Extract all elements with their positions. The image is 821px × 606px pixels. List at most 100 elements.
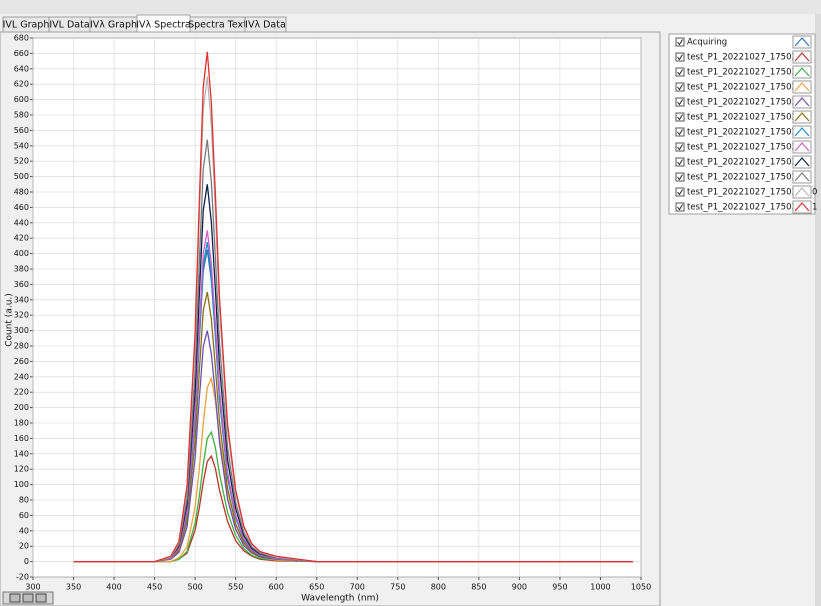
legend-checkbox[interactable] xyxy=(675,142,685,152)
tab[interactable]: IVλ Spectra xyxy=(136,14,191,33)
legend-swatch xyxy=(794,112,810,122)
x-tick-label: 450 xyxy=(147,583,162,592)
y-tick-label: -20 xyxy=(16,573,29,582)
tab[interactable]: Spectra Text xyxy=(188,16,247,33)
tab[interactable]: IVL Graph xyxy=(2,16,50,33)
legend-label: test_P1_20221027_175029_9 xyxy=(687,173,812,183)
x-tick-label: 550 xyxy=(228,583,243,592)
y-tick-label: 140 xyxy=(14,449,29,458)
legend-swatch xyxy=(794,202,810,212)
legend-item[interactable]: Acquiring xyxy=(675,35,812,49)
x-tick-label: 850 xyxy=(471,583,486,592)
legend-swatch-box xyxy=(792,80,812,94)
legend-item[interactable]: test_P1_20221027_175029_1 xyxy=(675,50,812,64)
tab-label[interactable]: Spectra Text xyxy=(188,20,247,31)
y-tick-label: 80 xyxy=(19,496,29,505)
tab-label[interactable]: IVL Graph xyxy=(3,20,50,31)
legend-swatch-box xyxy=(792,65,812,79)
legend-item[interactable]: test_P1_20221027_175029_11 xyxy=(675,200,817,214)
y-tick-label: 500 xyxy=(14,172,29,181)
legend-checkbox[interactable] xyxy=(675,172,685,182)
legend-swatch xyxy=(794,127,810,137)
legend-item[interactable]: test_P1_20221027_175029_5 xyxy=(675,110,812,124)
legend-checkbox[interactable] xyxy=(675,67,685,77)
tab[interactable]: IVL Data xyxy=(48,16,91,33)
tab-label[interactable]: IVλ Graph xyxy=(90,20,137,31)
y-tick-label: 440 xyxy=(14,218,29,227)
x-axis-label: Wavelength (nm) xyxy=(301,594,379,604)
y-tick-label: 280 xyxy=(14,342,29,351)
y-tick-label: 580 xyxy=(14,111,29,120)
check-mark xyxy=(677,129,683,136)
check-mark xyxy=(677,39,683,46)
legend-item[interactable]: test_P1_20221027_175029_7 xyxy=(675,140,812,154)
legend-item[interactable]: test_P1_20221027_175029_6 xyxy=(675,125,812,139)
y-tick-label: 520 xyxy=(14,157,29,166)
legend-swatch xyxy=(794,52,810,62)
legend-label: test_P1_20221027_175029_7 xyxy=(687,143,812,153)
legend-label: Acquiring xyxy=(687,38,727,48)
tab-label[interactable]: IVλ Spectra xyxy=(136,20,191,31)
legend-item[interactable]: test_P1_20221027_175029_10 xyxy=(675,185,817,199)
legend-checkbox[interactable] xyxy=(675,52,685,62)
legend-item[interactable]: test_P1_20221027_175029_3 xyxy=(675,80,812,94)
legend-label: test_P1_20221027_175029_4 xyxy=(687,98,812,108)
y-tick-label: 640 xyxy=(14,64,29,73)
legend-swatch-box xyxy=(792,50,812,64)
tab[interactable]: IVλ Data xyxy=(244,16,287,33)
legend-item[interactable]: test_P1_20221027_175029_9 xyxy=(675,170,812,184)
legend-item[interactable]: test_P1_20221027_175029_2 xyxy=(675,65,812,79)
x-tick-label: 400 xyxy=(106,583,121,592)
top-bar xyxy=(0,0,821,14)
tab-label[interactable]: IVL Data xyxy=(49,20,89,31)
legend-swatch-box xyxy=(792,110,812,124)
check-mark xyxy=(677,174,683,181)
y-tick-label: 680 xyxy=(14,34,29,43)
legend-item[interactable]: test_P1_20221027_175029_8 xyxy=(675,155,812,169)
legend-swatch-box xyxy=(792,140,812,154)
legend-label: test_P1_20221027_175029_1 xyxy=(687,53,812,63)
legend-checkbox[interactable] xyxy=(675,202,685,212)
tab[interactable]: IVλ Graph xyxy=(89,16,138,33)
zoom-tool[interactable] xyxy=(22,593,34,603)
x-tick-label: 950 xyxy=(552,583,567,592)
legend-checkbox[interactable] xyxy=(675,82,685,92)
legend-label: test_P1_20221027_175029_11 xyxy=(687,203,817,213)
y-tick-label: 200 xyxy=(14,403,29,412)
y-tick-label: 320 xyxy=(14,311,29,320)
check-mark xyxy=(677,99,683,106)
legend-item[interactable]: test_P1_20221027_175029_4 xyxy=(675,95,812,109)
legend-checkbox[interactable] xyxy=(675,112,685,122)
check-mark xyxy=(677,69,683,76)
check-mark xyxy=(677,84,683,91)
legend-swatch-box xyxy=(792,200,812,214)
y-tick-label: 160 xyxy=(14,434,29,443)
legend-checkbox[interactable] xyxy=(675,97,685,107)
y-axis-label: Count (a.u.) xyxy=(5,293,15,347)
tab-background[interactable] xyxy=(244,16,287,33)
y-tick-label: 600 xyxy=(14,95,29,104)
y-tick-label: 380 xyxy=(14,265,29,274)
legend-label: test_P1_20221027_175029_5 xyxy=(687,113,812,123)
graph-tools xyxy=(2,591,54,605)
legend-label: test_P1_20221027_175029_10 xyxy=(687,188,817,198)
y-tick-label: 40 xyxy=(19,526,29,535)
y-tick-label: 620 xyxy=(14,80,29,89)
y-tick-label: 240 xyxy=(14,372,29,381)
pan-tool[interactable] xyxy=(35,593,47,603)
legend-swatch xyxy=(794,142,810,152)
legend-checkbox[interactable] xyxy=(675,157,685,167)
tab-label[interactable]: IVλ Data xyxy=(245,20,286,31)
legend-label: test_P1_20221027_175029_2 xyxy=(687,68,812,78)
y-tick-label: 60 xyxy=(19,511,29,520)
check-mark xyxy=(677,204,683,211)
legend-checkbox[interactable] xyxy=(675,187,685,197)
y-tick-label: 120 xyxy=(14,465,29,474)
cursor-tool[interactable] xyxy=(9,593,21,603)
legend-checkbox[interactable] xyxy=(675,37,685,47)
legend-label: test_P1_20221027_175029_3 xyxy=(687,83,812,93)
legend-swatch xyxy=(794,82,810,92)
legend-swatch-box xyxy=(792,125,812,139)
legend-checkbox[interactable] xyxy=(675,127,685,137)
series-line xyxy=(73,51,633,563)
